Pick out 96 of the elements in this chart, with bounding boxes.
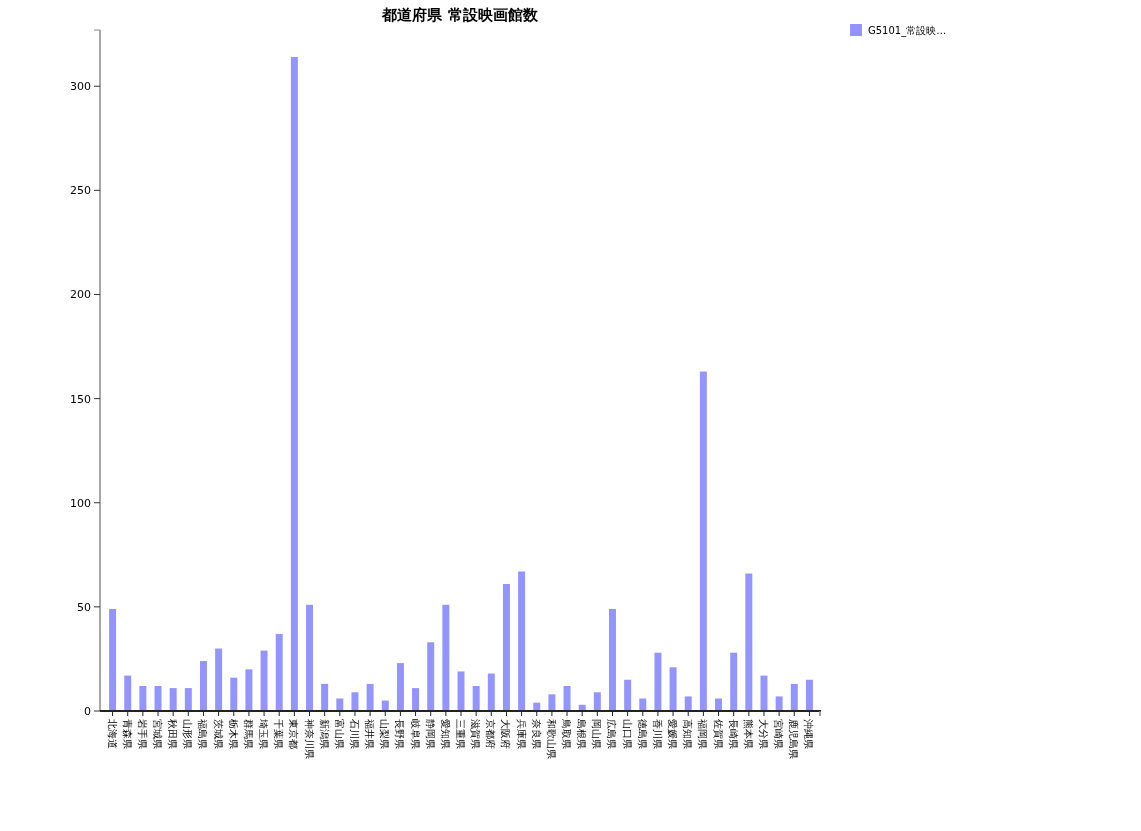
bar <box>169 688 177 711</box>
bar <box>366 683 374 711</box>
x-tick-label: 熊本県 <box>742 719 754 749</box>
x-tick-label: 青森県 <box>121 719 133 749</box>
bar <box>790 683 798 711</box>
x-tick-label: 大阪府 <box>500 719 512 749</box>
bar <box>563 686 571 711</box>
y-tick-label: 200 <box>70 288 91 302</box>
bar <box>412 688 420 711</box>
bar <box>351 692 359 711</box>
y-tick-label: 50 <box>77 600 91 614</box>
bar <box>760 675 768 711</box>
x-tick-label: 東京都 <box>288 719 300 749</box>
x-tick-label: 千葉県 <box>273 719 285 749</box>
bar <box>805 679 813 711</box>
bar <box>184 688 192 711</box>
bar <box>745 573 753 711</box>
x-tick-label: 島根県 <box>576 719 588 749</box>
x-tick-label: 徳島県 <box>636 719 648 749</box>
x-tick-label: 鳥取県 <box>561 718 573 749</box>
bar <box>199 661 207 711</box>
x-tick-label: 香川県 <box>651 719 663 749</box>
bar <box>654 652 662 711</box>
x-tick-label: 大分県 <box>757 719 769 749</box>
x-tick-label: 和歌山県 <box>545 719 557 759</box>
x-tick-label: 沖縄県 <box>803 719 815 749</box>
x-tick-label: 宮崎県 <box>773 719 785 749</box>
bar <box>396 663 404 711</box>
x-tick-label: 茨城県 <box>212 719 224 749</box>
x-tick-label: 兵庫県 <box>515 719 527 749</box>
x-tick-label: 群馬県 <box>242 719 254 749</box>
x-tick-label: 滋賀県 <box>470 719 482 749</box>
x-tick-label: 岡山県 <box>591 719 603 749</box>
x-tick-label: 高知県 <box>682 719 694 749</box>
x-tick-label: 静岡県 <box>424 719 436 749</box>
x-tick-label: 宮城県 <box>152 719 164 749</box>
y-tick-label: 150 <box>70 392 91 406</box>
x-tick-label: 新潟県 <box>318 719 330 749</box>
bar <box>593 692 601 711</box>
x-tick-label: 埼玉県 <box>258 718 270 749</box>
x-tick-label: 三重県 <box>455 719 466 749</box>
legend-label: G5101_常設映… <box>868 25 947 37</box>
bar <box>669 667 677 711</box>
x-tick-label: 広島県 <box>606 719 618 749</box>
bar <box>624 679 632 711</box>
bar <box>109 608 117 711</box>
x-tick-label: 秋田県 <box>167 719 179 749</box>
bar <box>548 694 556 711</box>
x-tick-label: 愛媛県 <box>667 719 679 749</box>
bar <box>684 696 692 711</box>
bar <box>154 686 162 711</box>
x-tick-label: 鹿児島県 <box>788 719 800 759</box>
y-tick-label: 0 <box>84 705 91 718</box>
bar <box>487 673 495 711</box>
x-tick-label: 岐阜県 <box>409 719 421 749</box>
y-tick-label: 250 <box>70 184 91 198</box>
bar <box>442 604 450 711</box>
x-tick-label: 福井県 <box>364 719 376 749</box>
bar <box>306 604 313 711</box>
x-tick-label: 山形県 <box>182 719 194 749</box>
bar <box>472 686 480 711</box>
x-tick-label: 北海道 <box>106 719 118 749</box>
x-tick-label: 栃木県 <box>227 719 239 749</box>
x-tick-label: 佐賀県 <box>712 719 724 749</box>
bar <box>260 650 268 711</box>
bar <box>775 696 783 711</box>
bar <box>699 371 707 711</box>
y-tick-label: 100 <box>70 496 91 510</box>
x-tick-label: 長野県 <box>394 719 406 749</box>
x-tick-label: 石川県 <box>348 719 360 749</box>
x-tick-label: 福岡県 <box>697 719 709 749</box>
bar <box>275 633 283 711</box>
x-tick-label: 山梨県 <box>379 719 391 749</box>
bar <box>245 669 253 711</box>
bar <box>730 652 738 711</box>
x-tick-label: 岩手県 <box>136 719 148 749</box>
x-tick-label: 福島県 <box>197 719 209 749</box>
x-tick-label: 愛知県 <box>439 719 451 749</box>
x-tick-label: 奈良県 <box>530 719 542 749</box>
x-tick-label: 山口県 <box>621 719 633 749</box>
chart-title: 都道府県 常設映画館数 <box>381 6 539 24</box>
bar <box>321 683 329 711</box>
bar <box>427 642 435 711</box>
x-tick-label: 京都府 <box>485 719 497 749</box>
x-tick-label: 神奈川県 <box>303 719 315 759</box>
bar <box>124 675 132 711</box>
bar <box>290 57 298 711</box>
x-tick-label: 富山県 <box>333 719 345 749</box>
bar <box>609 608 616 711</box>
bar <box>230 677 238 711</box>
bar <box>502 583 510 711</box>
bar <box>139 686 147 711</box>
x-tick-label: 長崎県 <box>727 719 739 749</box>
y-tick-label: 300 <box>70 80 91 94</box>
bar <box>518 571 526 711</box>
bar <box>215 648 223 711</box>
